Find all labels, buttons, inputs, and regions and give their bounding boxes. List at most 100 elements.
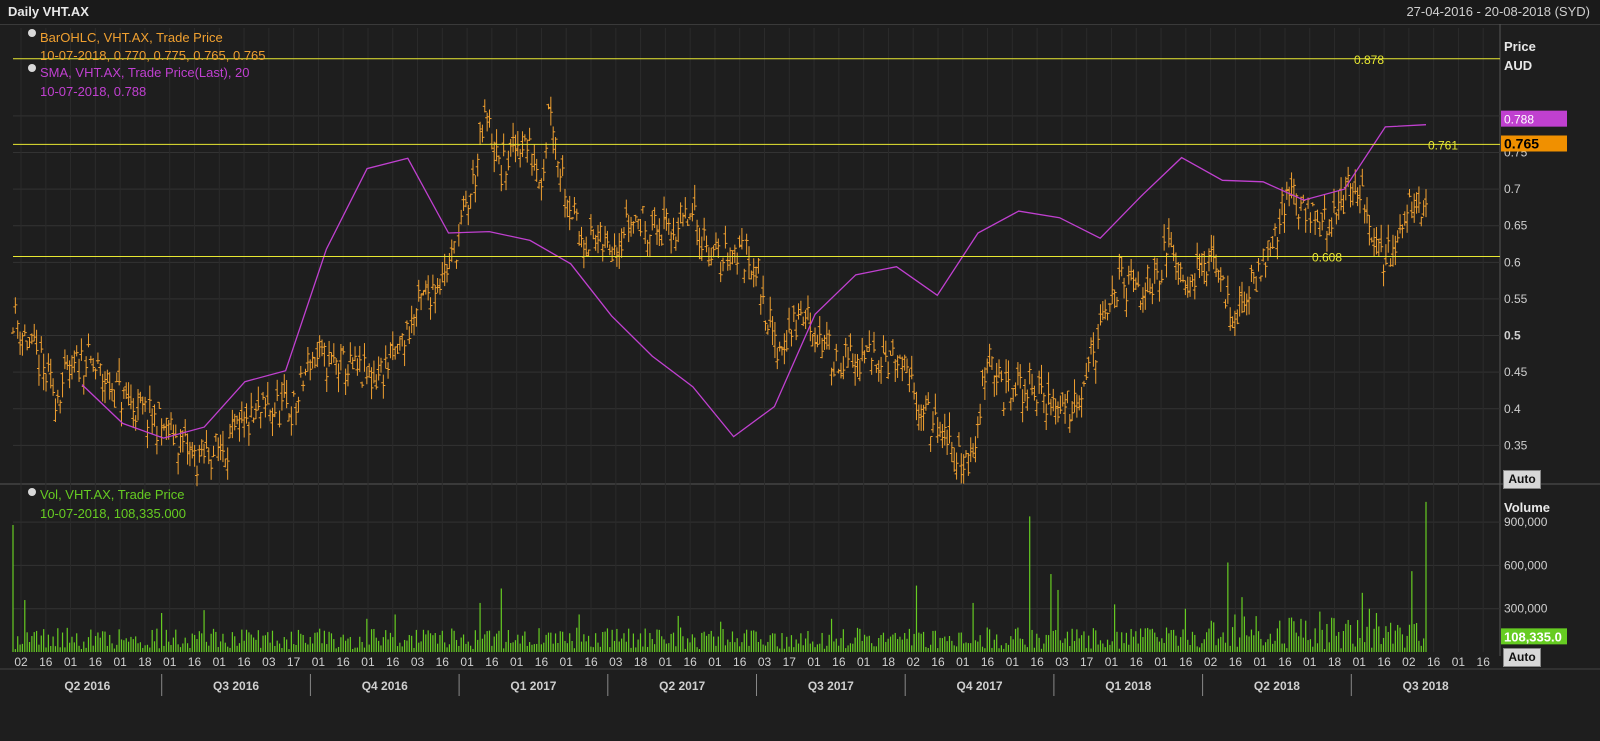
x-day-label: 01 [659, 655, 673, 669]
x-quarter-label: Q1 2017 [510, 679, 556, 693]
chart-canvas[interactable]: 0.878 0.761 0.608 0.35 0.4 0.45 0.5 0.55 0.6 0.6… [0, 24, 1600, 741]
horizontal-lines[interactable]: 0.878 0.761 0.608 [13, 53, 1500, 265]
x-day-label: 16 [733, 655, 747, 669]
price-auto-scale-button[interactable]: Auto [1503, 470, 1541, 489]
x-day-label: 01 [163, 655, 177, 669]
x-quarter-label: Q4 2016 [362, 679, 408, 693]
x-day-label: 01 [807, 655, 821, 669]
x-day-label: 16 [584, 655, 598, 669]
price-tick-label: 0.55 [1504, 292, 1528, 306]
x-day-label: 16 [237, 655, 251, 669]
sma-polyline [81, 124, 1427, 439]
last-price-tag [1501, 110, 1567, 127]
x-day-label: 18 [634, 655, 648, 669]
volume-last-tag-label: 108,335.0 [1504, 629, 1562, 644]
x-day-label: 17 [287, 655, 301, 669]
x-day-label: 01 [113, 655, 127, 669]
legend-sma-values: 10-07-2018, 0.788 [40, 84, 146, 99]
price-legend: BarOHLC, VHT.AX, Trade Price 10-07-2018,… [28, 29, 266, 99]
price-tick-label: 0.45 [1504, 365, 1528, 379]
x-quarter-label: Q3 2017 [808, 679, 854, 693]
volume-last-tag [1501, 628, 1567, 645]
x-day-label: 16 [1427, 655, 1441, 669]
legend-price-values: 10-07-2018, 0.770, 0.775, 0.765, 0.765 [40, 48, 266, 63]
date-range: 27-04-2016 - 20-08-2018 (SYD) [1406, 4, 1590, 19]
volume-tick-label: 600,000 [1504, 558, 1548, 572]
price-tick-label: 0.5 [1504, 329, 1521, 343]
x-quarter-label: Q2 2016 [64, 679, 110, 693]
x-day-label: 01 [361, 655, 375, 669]
x-day-label: 01 [460, 655, 474, 669]
x-day-label: 16 [1179, 655, 1193, 669]
x-day-label: 01 [1006, 655, 1020, 669]
volume-tick-label: 300,000 [1504, 602, 1548, 616]
x-day-label: 01 [857, 655, 871, 669]
x-day-label: 16 [436, 655, 450, 669]
x-quarter-label: Q2 2018 [1254, 679, 1300, 693]
price-tick-label: 0.7 [1504, 182, 1521, 196]
x-day-label: 16 [535, 655, 549, 669]
x-day-label: 01 [1105, 655, 1119, 669]
horizontal-line-label: 0.878 [1354, 53, 1384, 67]
x-day-label: 03 [1055, 655, 1069, 669]
chart-title: Daily VHT.AX [8, 4, 89, 19]
x-day-label: 16 [485, 655, 499, 669]
legend-price-icon[interactable] [28, 29, 36, 37]
x-day-label: 18 [882, 655, 896, 669]
x-quarter-label: Q2 2017 [659, 679, 705, 693]
price-axis-unit: AUD [1504, 58, 1532, 73]
volume-tick-label: 900,000 [1504, 515, 1548, 529]
x-day-label: 03 [411, 655, 425, 669]
x-day-label: 16 [981, 655, 995, 669]
x-day-label: 02 [1204, 655, 1218, 669]
last-price-tag [1501, 135, 1567, 152]
x-day-label: 16 [1377, 655, 1391, 669]
x-day-label: 16 [683, 655, 697, 669]
sma-line [81, 124, 1427, 439]
legend-vol-icon[interactable] [28, 488, 36, 496]
x-day-label: 01 [1253, 655, 1267, 669]
x-day-label: 16 [1130, 655, 1144, 669]
x-day-label: 17 [1080, 655, 1094, 669]
last-price-tag-label: 0.765 [1504, 136, 1539, 152]
chart-titlebar: Daily VHT.AX 27-04-2016 - 20-08-2018 (SY… [0, 0, 1600, 25]
axes: 0.350.40.450.50.550.60.650.70.750.8300,0… [14, 109, 1567, 696]
x-day-label: 16 [386, 655, 400, 669]
volume-pane[interactable] [12, 501, 1427, 652]
volume-axis-header: Volume [1504, 500, 1550, 515]
x-day-label: 01 [708, 655, 722, 669]
x-day-label: 18 [1328, 655, 1342, 669]
x-day-label: 16 [931, 655, 945, 669]
x-day-label: 16 [1278, 655, 1292, 669]
price-axis-header: Price [1504, 39, 1536, 54]
x-day-label: 17 [783, 655, 797, 669]
price-tick-label: 0.6 [1504, 255, 1521, 269]
x-day-label: 01 [213, 655, 227, 669]
x-day-label: 16 [1229, 655, 1243, 669]
legend-sma-series: SMA, VHT.AX, Trade Price(Last), 20 [40, 65, 250, 80]
x-quarter-label: Q1 2018 [1105, 679, 1151, 693]
x-day-label: 01 [510, 655, 524, 669]
legend-sma-icon[interactable] [28, 64, 36, 72]
x-quarter-label: Q4 2017 [957, 679, 1003, 693]
x-day-label: 01 [312, 655, 326, 669]
x-quarter-label: Q3 2018 [1403, 679, 1449, 693]
price-tick-label: 0.65 [1504, 219, 1528, 233]
x-day-label: 02 [14, 655, 28, 669]
volume-auto-scale-button[interactable]: Auto [1503, 648, 1541, 667]
price-tick-label: 0.35 [1504, 438, 1528, 452]
x-day-label: 03 [609, 655, 623, 669]
x-day-label: 01 [956, 655, 970, 669]
x-day-label: 01 [1154, 655, 1168, 669]
volume-legend: Vol, VHT.AX, Trade Price 10-07-2018, 108… [28, 487, 186, 521]
x-day-label: 16 [1477, 655, 1491, 669]
grid [0, 24, 1600, 670]
horizontal-line-label: 0.761 [1428, 138, 1458, 152]
price-pane[interactable] [11, 96, 1428, 487]
x-day-label: 01 [560, 655, 574, 669]
price-tick-label: 0.4 [1504, 402, 1521, 416]
x-day-label: 02 [1402, 655, 1416, 669]
x-day-label: 16 [337, 655, 351, 669]
horizontal-line-label: 0.608 [1312, 250, 1342, 264]
x-day-label: 16 [1030, 655, 1044, 669]
